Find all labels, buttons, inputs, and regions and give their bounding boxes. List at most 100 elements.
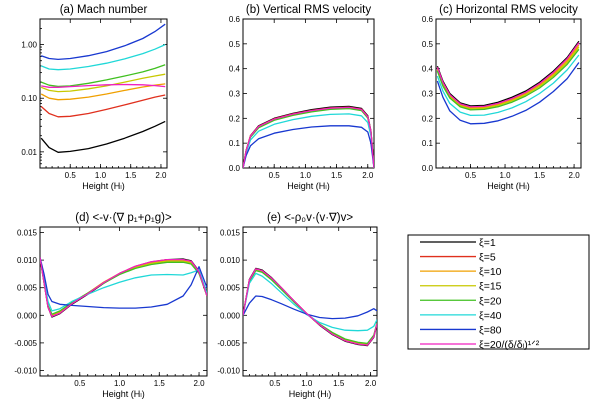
x-tick-label: 0.5 (269, 171, 281, 180)
y-tick-label: 0.2 (422, 114, 434, 123)
legend-label: ξ=15 (479, 281, 502, 293)
axes-frame (242, 226, 378, 377)
series-line-7 (243, 125, 374, 168)
y-tick-label: 0.015 (220, 229, 241, 238)
y-tick-label: 0.5 (229, 40, 241, 49)
chart-title: (b) Vertical RMS velocity (246, 4, 372, 16)
legend-label: ξ=20 (479, 295, 502, 307)
chart-panel-4: (d) <-v·(∇ p₁+ρ₁g)> 0.5 1.0 1.5 2.0 -0.010 -0.… (14, 212, 208, 399)
x-tick-label: 2.0 (155, 171, 167, 180)
y-tick-label: 0.2 (229, 114, 241, 123)
series-line-7 (40, 23, 166, 61)
y-tick-label: 0.3 (229, 90, 241, 99)
series-line-4 (40, 73, 166, 93)
x-tick-label: 1.0 (114, 379, 126, 388)
y-tick-label: 0.01 (21, 148, 37, 157)
chart-panel-5: (e) <-ρ₀v·(v·∇)v> 0.5 1.0 1.5 2.0 -0.010 -0.00… (217, 212, 378, 399)
x-tick-label: 1.5 (331, 171, 343, 180)
legend-box (407, 234, 590, 350)
chart-title: (a) Mach number (60, 4, 148, 16)
y-tick-label: 0.0 (229, 164, 241, 173)
series-line-6 (40, 44, 166, 71)
series-line-8 (243, 268, 377, 346)
chart-panel-2: (b) Vertical RMS velocity 0.5 1.0 1.5 2.0 0.0… (229, 4, 375, 191)
y-tick-label: 0.005 (220, 284, 241, 293)
legend-label: ξ=80 (479, 324, 502, 336)
x-tick-label: 2.0 (569, 171, 581, 180)
series-line-2 (243, 268, 377, 346)
series-line-1 (243, 267, 377, 347)
legend-label: ξ=1 (479, 237, 496, 249)
legend: ξ=1 ξ=5 ξ=10 ξ=15 ξ=20 ξ=40 ξ=80 ξ=20/(δ/δₗ)¹ᐟ² (407, 234, 590, 351)
y-tick-label: -0.005 (14, 339, 37, 348)
chart-panel-3: (c) Horizontal RMS velocity 0.5 1.0 1.5 2.0 0… (422, 4, 582, 191)
x-axis-label: Height (Hₗ) (102, 389, 145, 399)
series-line-6 (436, 54, 580, 117)
y-tick-label: 0.010 (17, 256, 38, 265)
axes-frame (435, 18, 582, 169)
y-tick-label: 0.6 (229, 15, 241, 24)
series-line-1 (40, 120, 166, 153)
series-line-8 (40, 257, 207, 318)
series-line-6 (243, 272, 377, 332)
y-tick-label: 0.005 (17, 284, 38, 293)
series-line-8 (41, 83, 166, 88)
legend-label: ξ=40 (479, 310, 502, 322)
x-tick-label: 1.5 (125, 171, 137, 180)
x-tick-label: 1.0 (95, 171, 107, 180)
legend-label: ξ=5 (479, 252, 496, 264)
x-axis-label: Height (Hₗ) (287, 181, 330, 191)
series-line-6 (243, 113, 374, 168)
y-tick-label: -0.010 (14, 366, 37, 375)
x-tick-label: 1.0 (300, 171, 312, 180)
series-line-8 (243, 106, 374, 168)
series-line-6 (40, 257, 207, 312)
x-tick-label: 0.5 (65, 171, 77, 180)
series-line-8 (436, 42, 580, 108)
x-axis-label: Height (Hₗ) (487, 181, 530, 191)
x-tick-label: 2.0 (193, 379, 205, 388)
y-tick-label: 0.4 (422, 65, 434, 74)
y-tick-label: 0.015 (17, 229, 38, 238)
x-tick-label: 1.0 (499, 171, 511, 180)
x-tick-label: 1.5 (534, 171, 546, 180)
series-line-7 (436, 62, 580, 125)
legend-label: ξ=10 (479, 266, 502, 278)
series-line-4 (243, 269, 377, 345)
y-tick-label: 0.1 (229, 139, 241, 148)
x-tick-label: 1.5 (333, 379, 345, 388)
series-line-2 (40, 94, 166, 118)
y-tick-label: 0.000 (220, 311, 241, 320)
y-tick-label: 1.00 (21, 41, 37, 50)
x-tick-label: 0.5 (465, 171, 477, 180)
y-tick-label: 0.1 (422, 139, 434, 148)
series-line-5 (243, 107, 374, 168)
legend-label: ξ=20/(δ/δₗ)¹ᐟ² (479, 339, 540, 351)
axes-frame (39, 18, 168, 169)
series-line-5 (40, 257, 207, 315)
x-tick-label: 0.5 (74, 379, 86, 388)
y-tick-label: -0.005 (217, 339, 240, 348)
chart-title: (d) <-v·(∇ p₁+ρ₁g)> (75, 212, 172, 224)
series-line-7 (40, 257, 207, 309)
axes-frame (242, 18, 375, 169)
y-tick-label: -0.010 (217, 366, 240, 375)
chart-title: (c) Horizontal RMS velocity (439, 4, 578, 16)
x-tick-label: 2.0 (362, 171, 374, 180)
x-axis-label: Height (Hₗ) (82, 181, 125, 191)
y-tick-label: 0.0 (422, 164, 434, 173)
series-line-5 (243, 269, 377, 345)
series-line-3 (243, 268, 377, 346)
x-tick-label: 2.0 (365, 379, 377, 388)
y-tick-label: 0.10 (21, 94, 37, 103)
series-line-7 (243, 295, 377, 320)
axes-frame (39, 226, 208, 377)
y-tick-label: 0.6 (422, 15, 434, 24)
series-line-5 (40, 64, 166, 88)
y-tick-label: 0.3 (422, 90, 434, 99)
x-axis-label: Height (Hₗ) (289, 389, 332, 399)
x-tick-label: 1.0 (301, 379, 313, 388)
y-tick-label: 0.5 (422, 40, 434, 49)
x-tick-label: 1.5 (154, 379, 166, 388)
